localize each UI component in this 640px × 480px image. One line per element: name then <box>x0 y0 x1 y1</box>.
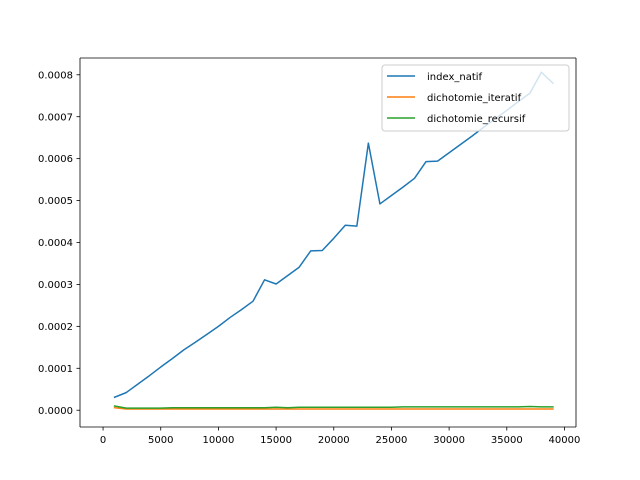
x-tick-label: 25000 <box>376 435 408 446</box>
x-tick-label: 15000 <box>260 435 292 446</box>
y-tick-label: 0.0006 <box>38 154 73 165</box>
x-tick-label: 30000 <box>433 435 465 446</box>
x-tick-label: 35000 <box>491 435 523 446</box>
y-tick-label: 0.0008 <box>38 70 73 81</box>
legend-label-index_natif: index_natif <box>427 72 483 83</box>
x-axis-ticks: 0 5000 10000 15000 20000 25000 30000 35000 40000 <box>100 427 580 446</box>
legend-label-dichotomie_iteratif: dichotomie_iteratif <box>427 93 522 104</box>
axes-layer <box>79 57 577 428</box>
x-tick-label: 0 <box>100 435 106 446</box>
y-tick-label: 0.0003 <box>38 280 73 291</box>
legend-label-dichotomie_recursif: dichotomie_recursif <box>427 114 526 125</box>
series-line-dichotomie_iteratif <box>113 406 554 410</box>
y-tick-label: 0.0004 <box>38 238 73 249</box>
y-tick-label: 0.0007 <box>38 112 73 123</box>
y-tick-label: 0.0001 <box>38 364 73 375</box>
legend: index_natif dichotomie_iteratif dichotomie… <box>381 64 570 132</box>
series-line-dichotomie_recursif <box>113 405 554 409</box>
x-tick-label: 20000 <box>318 435 350 446</box>
y-tick-label: 0.0002 <box>38 322 73 333</box>
y-tick-label: 0.0000 <box>38 406 73 417</box>
x-tick-label: 5000 <box>148 435 173 446</box>
y-axis-ticks: 0.0000 0.0001 0.0002 0.0003 0.0004 0.0005 0.00… <box>38 70 80 417</box>
legend-frame <box>381 64 570 132</box>
x-tick-label: 40000 <box>549 435 581 446</box>
x-tick-label: 10000 <box>203 435 235 446</box>
y-tick-label: 0.0005 <box>38 196 73 207</box>
